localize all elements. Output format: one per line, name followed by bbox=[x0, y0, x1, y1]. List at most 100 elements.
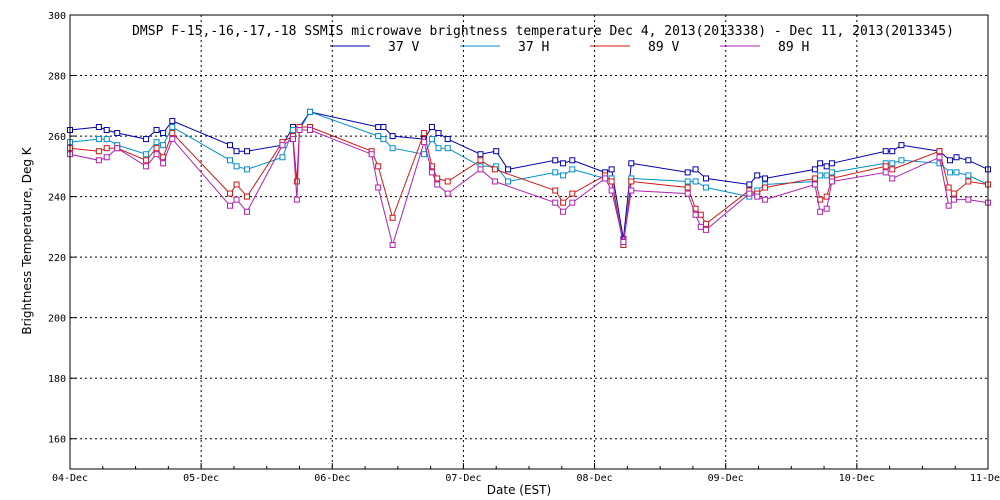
data-point bbox=[153, 145, 160, 152]
data-point bbox=[569, 190, 576, 197]
data-point bbox=[965, 196, 972, 203]
data-point bbox=[950, 196, 957, 203]
data-point bbox=[103, 154, 110, 161]
data-point bbox=[244, 193, 251, 200]
data-point bbox=[692, 178, 699, 185]
data-point bbox=[684, 184, 691, 191]
data-point bbox=[244, 166, 251, 173]
data-point bbox=[143, 151, 150, 158]
data-point bbox=[811, 181, 818, 188]
data-point bbox=[703, 175, 710, 182]
data-point bbox=[421, 130, 428, 137]
data-point bbox=[95, 123, 102, 130]
data-point bbox=[95, 136, 102, 143]
legend-label: 37 V bbox=[388, 40, 419, 55]
x-tick-label: 11-Dec bbox=[970, 473, 1000, 484]
data-point bbox=[560, 160, 567, 167]
data-point bbox=[444, 178, 451, 185]
data-point bbox=[811, 166, 818, 173]
data-point bbox=[684, 190, 691, 197]
data-point bbox=[421, 151, 428, 158]
data-point bbox=[560, 199, 567, 206]
y-tick-label: 300 bbox=[48, 11, 66, 22]
y-tick-label: 200 bbox=[48, 314, 66, 325]
data-point bbox=[965, 172, 972, 179]
data-point bbox=[226, 157, 233, 164]
data-point bbox=[754, 193, 761, 200]
data-point bbox=[692, 166, 699, 173]
plot-series bbox=[67, 108, 991, 249]
data-point bbox=[620, 239, 627, 245]
x-tick-label: 06-Dec bbox=[314, 473, 350, 484]
data-point bbox=[444, 190, 451, 197]
x-tick-label: 05-Dec bbox=[183, 473, 219, 484]
data-point bbox=[946, 157, 953, 164]
data-point bbox=[493, 148, 500, 155]
data-point bbox=[703, 184, 710, 191]
data-point bbox=[296, 127, 303, 134]
data-point bbox=[428, 169, 435, 176]
data-point bbox=[306, 127, 313, 134]
data-point bbox=[153, 139, 160, 146]
data-point bbox=[375, 133, 382, 140]
data-point bbox=[434, 181, 441, 188]
data-point bbox=[684, 169, 691, 176]
data-point bbox=[602, 175, 609, 182]
data-point bbox=[882, 163, 889, 170]
series-89-h bbox=[67, 127, 991, 249]
data-point bbox=[965, 178, 972, 185]
data-point bbox=[898, 157, 905, 164]
data-point bbox=[153, 127, 160, 134]
data-point bbox=[375, 123, 382, 130]
data-point bbox=[560, 208, 567, 215]
data-point bbox=[608, 187, 615, 194]
data-point bbox=[114, 145, 121, 152]
data-point bbox=[936, 148, 943, 155]
data-point bbox=[898, 142, 905, 149]
data-point bbox=[103, 145, 110, 152]
data-point bbox=[692, 211, 699, 218]
data-point bbox=[389, 145, 396, 152]
data-point bbox=[505, 178, 512, 185]
data-point bbox=[569, 199, 576, 206]
data-point bbox=[823, 205, 830, 212]
data-point bbox=[226, 202, 233, 209]
series-line bbox=[69, 111, 989, 240]
data-point bbox=[375, 163, 382, 170]
data-point bbox=[226, 190, 233, 197]
data-point bbox=[293, 196, 300, 203]
data-point bbox=[628, 187, 635, 194]
data-point bbox=[169, 136, 176, 143]
y-tick-label: 260 bbox=[48, 132, 66, 143]
data-point bbox=[945, 184, 952, 191]
data-point bbox=[233, 181, 240, 188]
y-tick-label: 280 bbox=[48, 72, 66, 83]
data-point bbox=[293, 178, 300, 185]
data-point bbox=[552, 169, 559, 176]
data-point bbox=[380, 136, 387, 143]
data-point bbox=[608, 166, 615, 173]
data-point bbox=[435, 130, 442, 137]
data-point bbox=[444, 136, 451, 143]
data-point bbox=[153, 151, 160, 158]
data-point bbox=[828, 160, 835, 167]
data-point bbox=[244, 148, 251, 155]
data-point bbox=[289, 136, 296, 143]
data-point bbox=[936, 160, 943, 167]
legend: 37 V 37 H 89 V 89 H bbox=[330, 40, 809, 55]
data-point bbox=[143, 136, 150, 143]
data-point bbox=[945, 202, 952, 209]
x-tick-label: 04-Dec bbox=[52, 473, 88, 484]
data-point bbox=[169, 130, 176, 137]
data-point bbox=[389, 242, 396, 249]
x-tick-label: 09-Dec bbox=[708, 473, 744, 484]
data-point bbox=[889, 175, 896, 182]
data-point bbox=[389, 133, 396, 140]
data-point bbox=[380, 123, 387, 130]
data-point bbox=[762, 196, 769, 203]
x-tick-label: 10-Dec bbox=[839, 473, 875, 484]
data-point bbox=[569, 166, 576, 173]
data-point bbox=[823, 172, 830, 179]
data-point bbox=[953, 154, 960, 161]
data-point bbox=[95, 157, 102, 164]
